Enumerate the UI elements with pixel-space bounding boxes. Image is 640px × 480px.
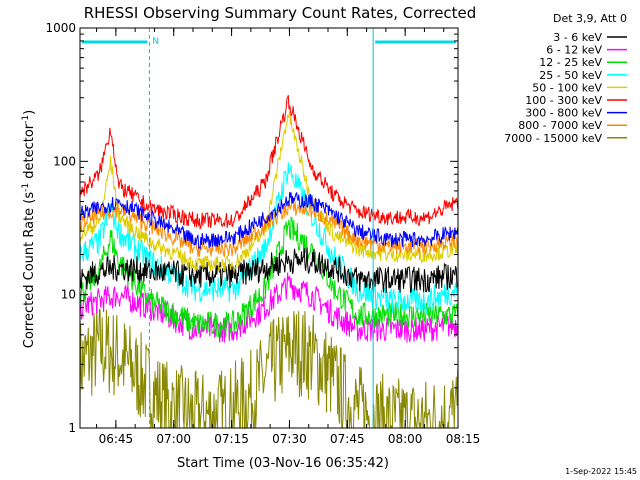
- y-tick-label-1: 10: [61, 288, 76, 302]
- x-tick-label-4: 07:45: [330, 432, 365, 446]
- legend-label-2: 12 - 25 keV: [539, 56, 602, 69]
- plot-area: N 1 10 100 1000 06:45 07:00 07:15 07:30 07:45 08:0…: [45, 21, 480, 446]
- x-tick-label-1: 07:00: [156, 432, 191, 446]
- x-tick-label-5: 08:00: [388, 432, 423, 446]
- legend-label-4: 50 - 100 keV: [532, 81, 602, 94]
- y-tick-label-2: 100: [53, 154, 76, 168]
- legend-label-7: 800 - 7000 keV: [518, 119, 602, 132]
- y-tick-label-3: 1000: [45, 21, 76, 35]
- series-line-3: [79, 162, 459, 314]
- y-axis-label-main: Corrected Count Rate (s: [22, 192, 37, 349]
- y-tick-label-0: 1: [68, 421, 76, 435]
- y-axis-label-end: ): [22, 110, 37, 115]
- x-tick-label-2: 07:15: [214, 432, 249, 446]
- legend-label-3: 25 - 50 keV: [539, 69, 602, 82]
- legend-label-0: 3 - 6 keV: [553, 31, 602, 44]
- saa-label: N: [152, 37, 159, 47]
- y-axis-label: Corrected Count Rate (s-1 detector-1): [21, 110, 37, 348]
- legend-title: Det 3,9, Att 0: [553, 12, 627, 25]
- x-tick-label-6: 08:15: [446, 432, 481, 446]
- x-tick-label-3: 07:30: [272, 432, 307, 446]
- series-line-0: [79, 247, 459, 293]
- legend-label-8: 7000 - 15000 keV: [504, 132, 602, 145]
- series-line-8: [79, 308, 459, 430]
- y-axis-label-mid: detector: [22, 123, 37, 183]
- x-axis-label: Start Time (03-Nov-16 06:35:42): [177, 456, 389, 471]
- x-tick-label-0: 06:45: [99, 432, 134, 446]
- series-line-5: [79, 94, 459, 230]
- legend-label-6: 300 - 800 keV: [525, 107, 602, 120]
- plot-frame: [79, 27, 459, 429]
- legend-label-1: 6 - 12 keV: [546, 44, 602, 57]
- y-axis-label-sup1: -1: [21, 183, 31, 192]
- series-line-1: [79, 272, 459, 343]
- series-line-2: [79, 216, 459, 338]
- legend-label-5: 100 - 300 keV: [525, 94, 602, 107]
- y-axis-label-sup2: -1: [21, 115, 31, 124]
- footer-date: 1-Sep-2022 15:45: [565, 467, 637, 476]
- chart-title: RHESSI Observing Summary Count Rates, Co…: [84, 4, 477, 22]
